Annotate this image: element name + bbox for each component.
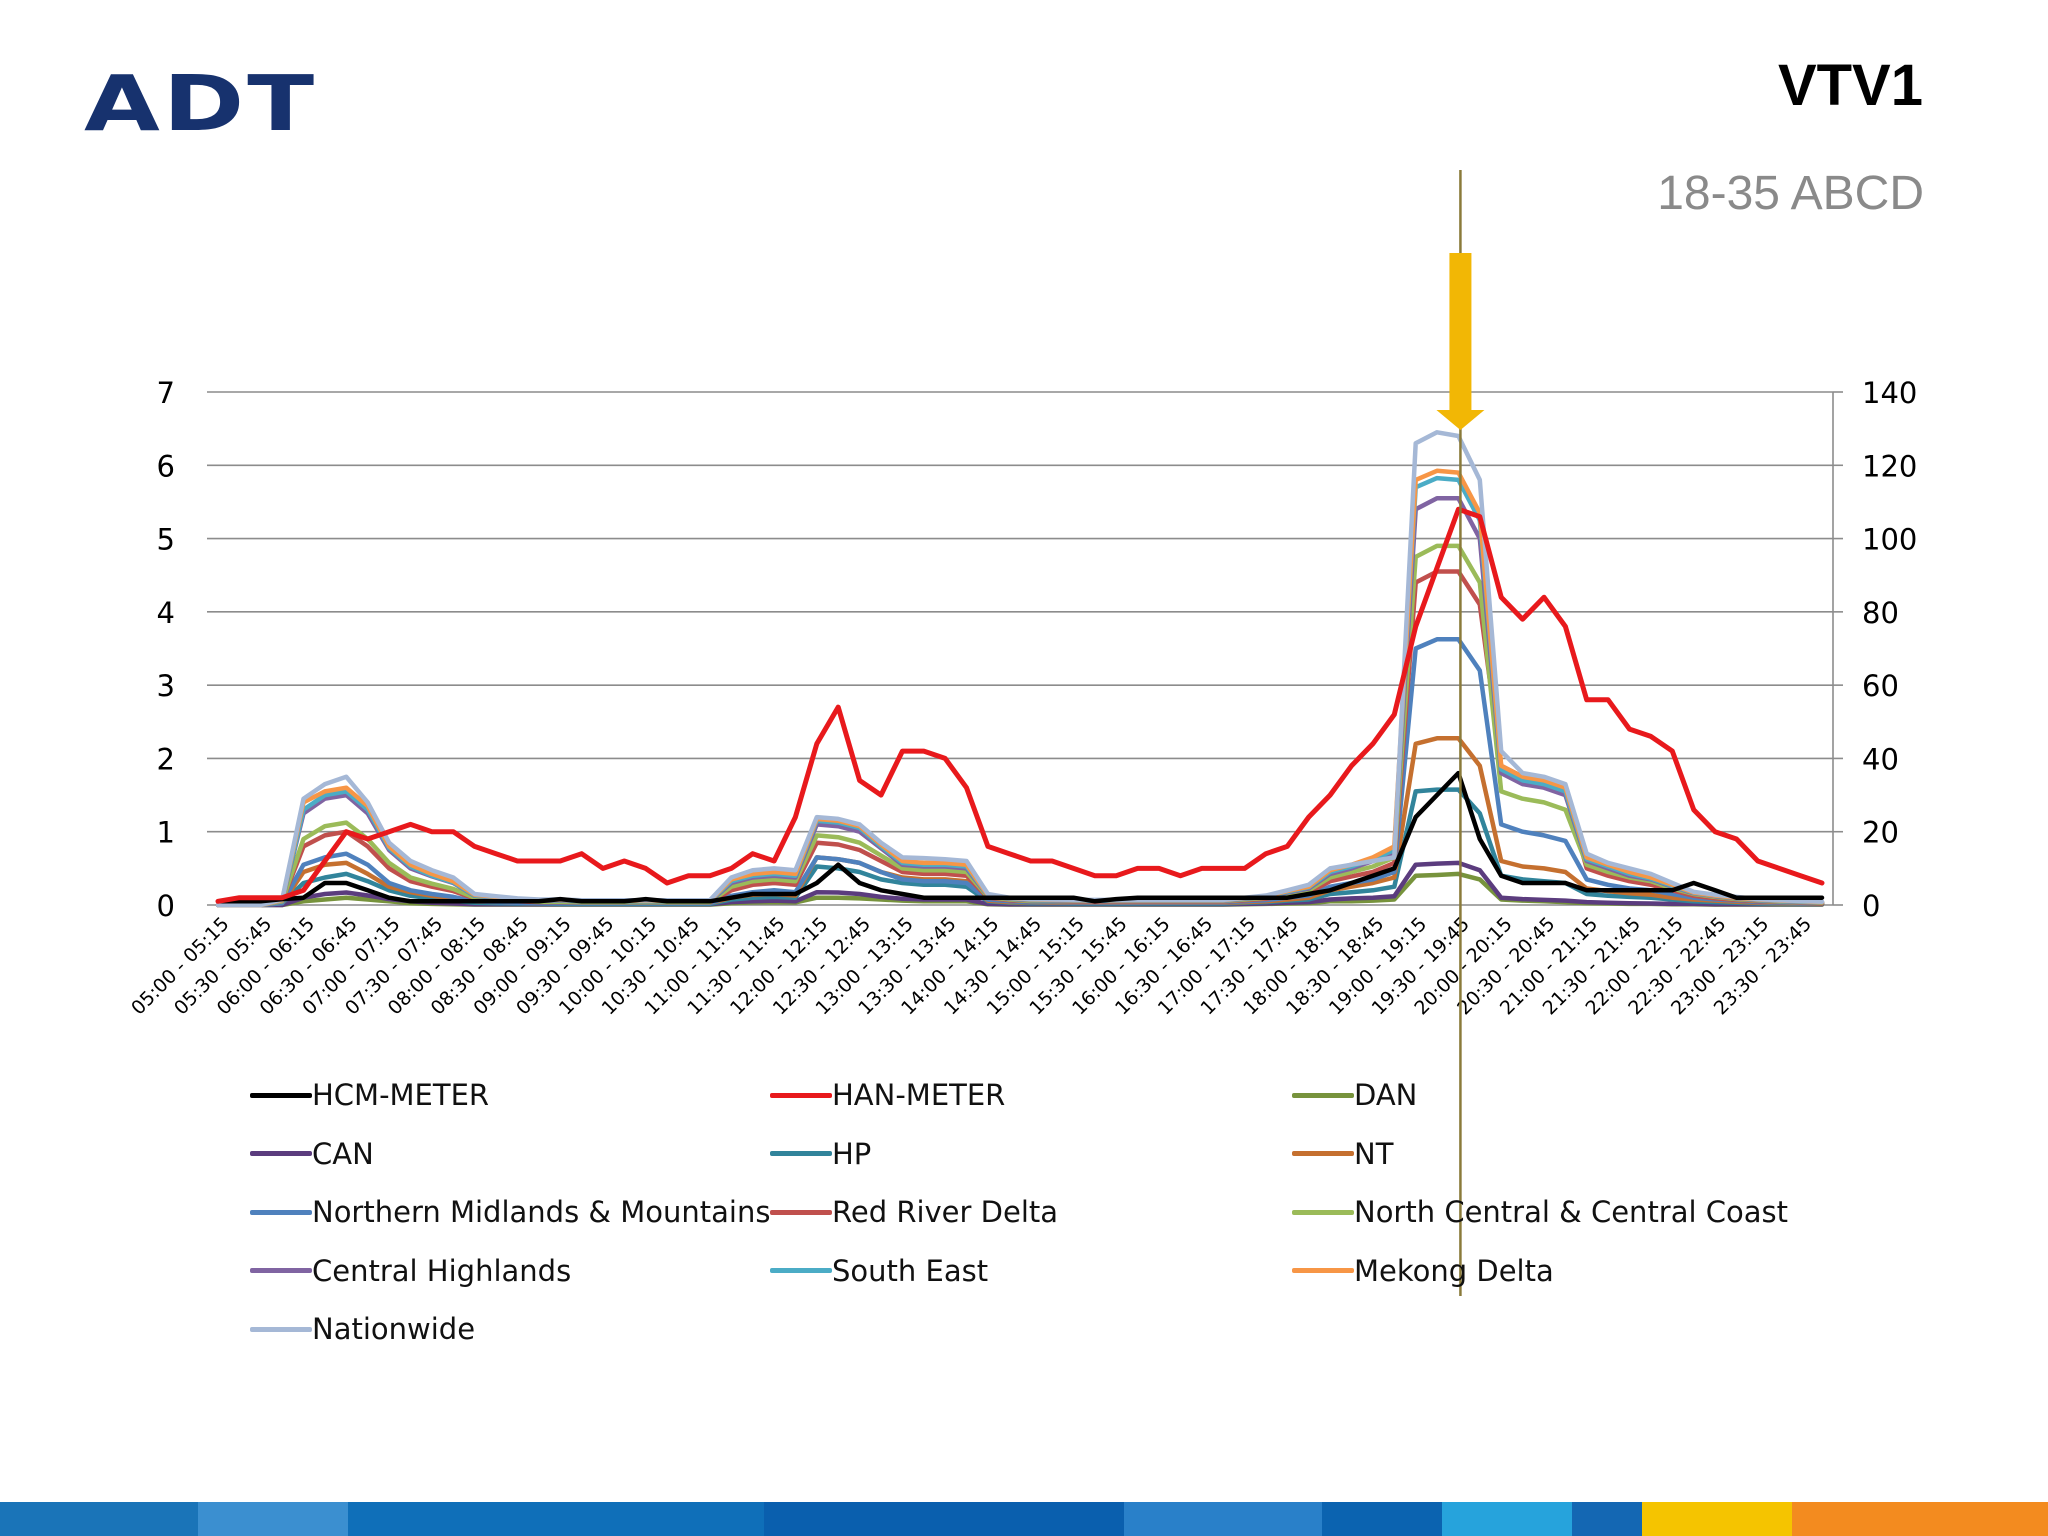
legend-item: Northern Midlands & Mountains xyxy=(250,1192,770,1232)
bottom-bar-segment xyxy=(1124,1502,1322,1536)
y-tick-label: 7 xyxy=(157,376,175,410)
legend-item: Nationwide xyxy=(250,1309,475,1349)
chart-grid xyxy=(207,391,1834,906)
bottom-bar-segment xyxy=(764,1502,1124,1536)
legend-swatch xyxy=(770,1209,832,1215)
legend-item: NT xyxy=(1292,1134,1393,1174)
y2-tick-label: 20 xyxy=(1862,816,1899,850)
legend-item: North Central & Central Coast xyxy=(1292,1192,1788,1232)
bottom-bar-segment xyxy=(1442,1502,1572,1536)
bottom-bar-segment xyxy=(1642,1502,1792,1536)
series-line-han-meter xyxy=(215,506,1825,904)
legend-swatch xyxy=(250,1326,312,1332)
legend-swatch xyxy=(250,1092,312,1098)
legend-item: HP xyxy=(770,1134,871,1174)
legend-swatch xyxy=(250,1209,312,1215)
y-tick-label: 2 xyxy=(157,742,175,776)
bottom-bar-segment xyxy=(1792,1502,2048,1536)
legend-swatch xyxy=(250,1151,312,1156)
legend-item: Mekong Delta xyxy=(1292,1251,1554,1291)
y-tick-label: 5 xyxy=(157,523,175,557)
legend-swatch xyxy=(1292,1268,1354,1273)
y2-tick-label: 120 xyxy=(1862,449,1917,483)
legend-swatch xyxy=(1292,1092,1354,1098)
y-tick-label: 1 xyxy=(157,816,175,850)
legend-label: HP xyxy=(832,1136,872,1171)
legend-swatch xyxy=(770,1151,832,1156)
legend-swatch xyxy=(250,1268,312,1273)
highlight-arrow-shaft xyxy=(1449,253,1472,413)
bottom-bar-segment xyxy=(348,1502,764,1536)
y2-tick-label: 140 xyxy=(1862,376,1917,410)
legend-item: South East xyxy=(770,1251,988,1291)
legend-label: Central Highlands xyxy=(312,1253,572,1288)
target-audience: 18-35 ABCD xyxy=(1657,167,1924,220)
highlight-arrow-head xyxy=(1436,410,1485,430)
y2-tick-label: 60 xyxy=(1862,669,1899,703)
legend-item: DAN xyxy=(1292,1075,1417,1115)
series-lines xyxy=(215,430,1825,908)
legend-label: Mekong Delta xyxy=(1354,1253,1554,1288)
legend-label: Northern Midlands & Mountains xyxy=(312,1195,771,1229)
bottom-bar-segment xyxy=(1572,1502,1642,1536)
y-tick-label: 4 xyxy=(157,596,175,630)
y-tick-label: 3 xyxy=(157,669,175,703)
bottom-bar-segment xyxy=(198,1502,348,1536)
y2-tick-label: 100 xyxy=(1862,523,1917,557)
legend-item: Red River Delta xyxy=(770,1192,1058,1232)
adt-logo: ADT xyxy=(84,59,318,149)
legend-swatch xyxy=(1292,1209,1354,1215)
legend-label: CAN xyxy=(312,1136,374,1171)
y2-tick-label: 80 xyxy=(1862,596,1899,630)
highlight-marker xyxy=(1436,170,1485,1296)
bottom-color-bar xyxy=(0,1502,2048,1536)
legend-label: Nationwide xyxy=(312,1312,476,1346)
bottom-bar-segment xyxy=(1322,1502,1442,1536)
legend-label: HCM-METER xyxy=(312,1078,490,1112)
legend-label: Red River Delta xyxy=(832,1195,1059,1229)
legend-label: North Central & Central Coast xyxy=(1354,1195,1789,1229)
legend-item: CAN xyxy=(250,1134,374,1174)
y-tick-label: 0 xyxy=(157,889,175,923)
legend-swatch xyxy=(770,1092,832,1098)
legend-item: Central Highlands xyxy=(250,1251,571,1291)
left-axis-ticks: 0 1 2 3 4 5 6 7 xyxy=(157,376,175,923)
legend-label: NT xyxy=(1354,1136,1394,1171)
legend-swatch xyxy=(770,1268,832,1273)
bottom-bar-segment xyxy=(0,1502,198,1536)
legend-label: HAN-METER xyxy=(832,1078,1006,1112)
legend-label: South East xyxy=(832,1253,989,1288)
y-tick-label: 6 xyxy=(157,449,175,483)
legend-item: HCM-METER xyxy=(250,1075,489,1115)
right-axis-ticks: 0 20 40 60 80 100 120 140 xyxy=(1833,376,1917,923)
y2-tick-label: 0 xyxy=(1862,889,1880,923)
legend-label: DAN xyxy=(1354,1078,1418,1112)
series-line-hcm-meter xyxy=(215,770,1825,904)
channel-title: VTV1 xyxy=(1777,53,1923,118)
y2-tick-label: 40 xyxy=(1862,742,1899,776)
legend-swatch xyxy=(1292,1151,1354,1156)
legend-item: HAN-METER xyxy=(770,1075,1005,1115)
